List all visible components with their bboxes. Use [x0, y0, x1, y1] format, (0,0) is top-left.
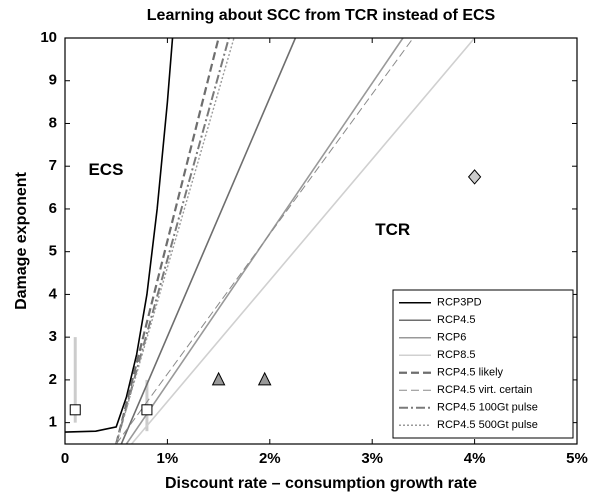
legend-label: RCP4.5 100Gt pulse [437, 402, 538, 414]
x-tick-label: 3% [361, 450, 383, 467]
x-tick-label: 4% [464, 450, 486, 467]
triangle-marker [257, 371, 272, 386]
legend-label: RCP4.5 virt. certain [437, 384, 532, 396]
x-tick-label: 2% [259, 450, 281, 467]
diamond-marker [467, 169, 482, 185]
series-line [125, 38, 404, 444]
x-tick-label: 1% [157, 450, 179, 467]
legend-label: RCP3PD [437, 297, 482, 309]
y-tick-label: 4 [49, 285, 58, 302]
y-tick-label: 6 [49, 200, 57, 217]
y-tick-label: 7 [49, 157, 57, 174]
series-line [65, 38, 174, 433]
y-tick-label: 8 [49, 114, 57, 131]
plot-area [65, 38, 482, 444]
triangle-marker [211, 371, 226, 386]
series-line [115, 38, 235, 444]
y-tick-label: 1 [49, 414, 57, 431]
series-line [120, 38, 297, 444]
annotation: ECS [88, 160, 123, 179]
legend-box [392, 289, 574, 439]
y-tick-label: 9 [49, 72, 57, 89]
y-tick-label: 3 [49, 328, 57, 345]
legend-label: RCP8.5 [437, 349, 476, 361]
square-marker [141, 404, 153, 416]
plot-frame [64, 37, 578, 445]
legend-label: RCP4.5 likely [437, 367, 504, 379]
x-axis-label: Discount rate – consumption growth rate [165, 475, 477, 492]
legend-label: RCP4.5 500Gt pulse [437, 419, 538, 431]
legend-label: RCP6 [437, 332, 466, 344]
x-tick-label: 5% [566, 450, 588, 467]
annotation: TCR [375, 220, 410, 239]
y-tick-label: 10 [40, 29, 57, 46]
series-line [130, 38, 476, 444]
y-tick-label: 2 [49, 371, 57, 388]
x-tick-label: 0 [61, 450, 69, 467]
series-line [115, 38, 220, 444]
chart-title: Learning about SCC from TCR instead of E… [147, 7, 496, 24]
y-tick-label: 5 [49, 243, 57, 260]
square-marker [69, 404, 81, 416]
y-axis-label: Damage exponent [13, 171, 30, 309]
series-line [115, 38, 230, 444]
legend-label: RCP4.5 [437, 314, 476, 326]
